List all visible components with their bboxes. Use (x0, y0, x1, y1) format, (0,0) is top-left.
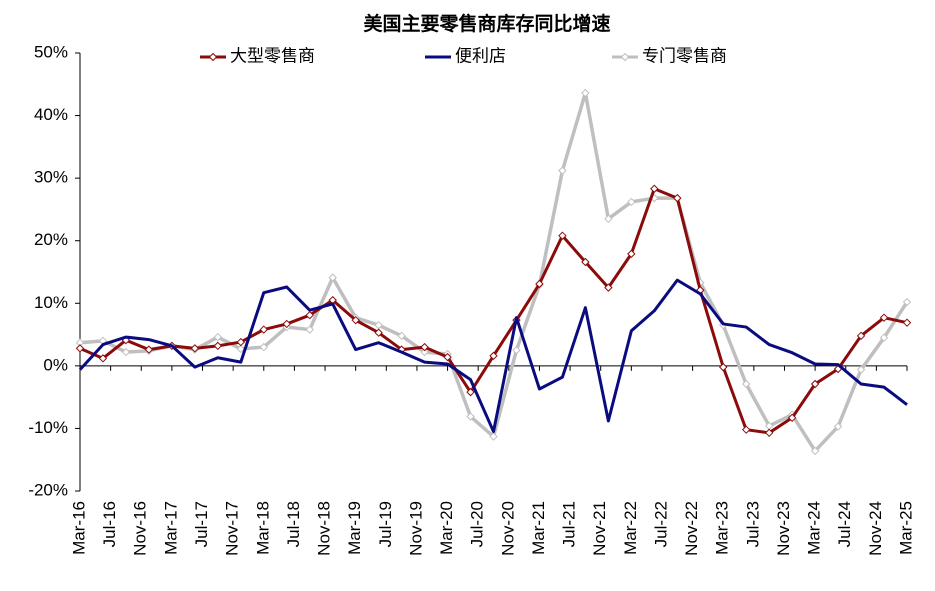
y-tick-label: 50% (34, 42, 68, 61)
y-tick-label: -10% (28, 418, 68, 437)
x-tick-label: Mar-25 (896, 501, 915, 555)
marker (397, 331, 406, 341)
marker (98, 354, 108, 363)
marker (305, 310, 314, 320)
x-tick-label: Nov-21 (590, 501, 609, 556)
marker (673, 193, 682, 203)
marker (259, 325, 268, 334)
legend-label: 大型零售商 (230, 46, 315, 65)
y-tick-label: 0% (43, 355, 68, 374)
x-tick-label: Jul-19 (376, 501, 395, 547)
x-tick-label: Mar-21 (529, 501, 548, 555)
marker (810, 379, 820, 389)
marker (627, 197, 636, 207)
marker (902, 318, 912, 327)
x-tick-label: Mar-16 (69, 501, 88, 555)
marker (282, 319, 291, 329)
x-tick-label: Nov-18 (315, 501, 334, 556)
x-tick-label: Nov-23 (774, 501, 793, 556)
marker (833, 422, 843, 431)
marker (741, 425, 751, 434)
marker (443, 352, 452, 362)
x-tick-label: Jul-20 (468, 501, 487, 547)
marker (328, 273, 337, 282)
x-tick-label: Mar-22 (621, 501, 640, 555)
y-tick-label: 20% (34, 230, 68, 249)
legend-label: 专门零售商 (642, 46, 727, 65)
marker (650, 184, 659, 193)
marker (604, 214, 613, 224)
marker (581, 257, 590, 267)
x-tick-label: Mar-20 (437, 501, 456, 555)
x-tick-label: Nov-20 (498, 501, 517, 556)
marker (374, 328, 383, 337)
series-line (79, 187, 908, 435)
x-tick-label: Jul-17 (192, 501, 211, 547)
marker (420, 342, 429, 352)
marker (236, 337, 246, 347)
x-tick-label: Mar-18 (253, 501, 272, 555)
marker (719, 362, 728, 372)
marker (879, 333, 889, 342)
y-tick-label: 30% (34, 168, 68, 187)
marker (902, 297, 912, 307)
marker (741, 379, 751, 389)
marker (190, 344, 200, 353)
marker (627, 249, 636, 259)
x-tick-label: Nov-22 (682, 501, 701, 556)
marker (259, 342, 268, 352)
marker (489, 351, 498, 361)
x-tick-label: Jul-23 (743, 501, 762, 547)
x-tick-label: Jul-24 (835, 501, 854, 547)
marker (466, 412, 475, 421)
y-tick-label: 10% (34, 293, 68, 312)
chart-title: 美国主要零售商库存同比增速 (363, 12, 610, 35)
marker (466, 387, 475, 397)
marker (305, 325, 314, 334)
x-tick-label: Mar-17 (161, 501, 180, 555)
x-tick-label: Jul-16 (100, 501, 119, 547)
marker (75, 344, 85, 353)
x-tick-label: Jul-21 (560, 501, 579, 547)
x-tick-label: Mar-19 (345, 501, 364, 555)
legend-marker (620, 52, 630, 62)
marker (489, 432, 498, 441)
marker (581, 88, 590, 98)
marker (512, 346, 521, 355)
x-tick-label: Jul-22 (651, 501, 670, 547)
marker (351, 315, 360, 325)
legend-marker (208, 52, 218, 62)
marker (764, 428, 774, 438)
y-tick-label: 40% (34, 105, 68, 124)
y-tick-label: -20% (28, 480, 68, 499)
marker (535, 279, 544, 289)
series-line (78, 278, 908, 434)
marker (856, 331, 866, 341)
marker (558, 166, 567, 175)
marker (856, 365, 866, 374)
legend-label: 便利店 (455, 46, 506, 65)
marker (236, 344, 246, 354)
x-tick-label: Nov-24 (866, 501, 885, 556)
marker (787, 413, 797, 422)
x-tick-label: Nov-16 (131, 501, 150, 556)
marker (604, 283, 613, 292)
x-tick-label: Jul-18 (284, 501, 303, 547)
marker (213, 332, 223, 342)
marker (420, 347, 429, 357)
marker (144, 345, 154, 354)
x-tick-label: Nov-17 (223, 501, 242, 556)
marker (213, 341, 223, 351)
x-tick-label: Mar-23 (713, 501, 732, 555)
marker (121, 347, 131, 357)
x-tick-label: Nov-19 (406, 501, 425, 556)
marker (810, 446, 820, 456)
marker (558, 231, 567, 240)
marker (879, 313, 889, 322)
x-tick-label: Mar-24 (805, 501, 824, 555)
series-line (79, 91, 909, 453)
